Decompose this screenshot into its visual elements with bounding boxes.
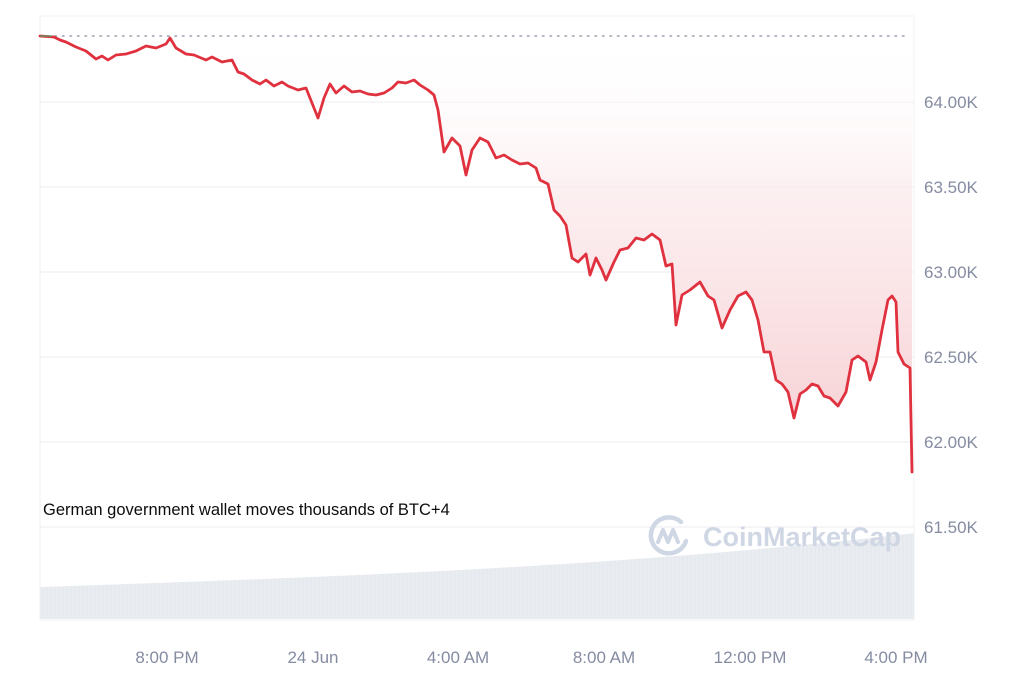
coinmarketcap-watermark: CoinMarketCap: [648, 515, 901, 556]
drawdown-shaded-area: [40, 36, 912, 472]
news-annotation[interactable]: German government wallet moves thousands…: [43, 501, 450, 519]
x-tick-label: 8:00 AM: [573, 648, 635, 667]
x-axis: 8:00 PM 24 Jun 4:00 AM 8:00 AM 12:00 PM 4:00 …: [135, 648, 927, 667]
volume-area: [40, 533, 914, 619]
watermark-text: CoinMarketCap: [703, 522, 901, 552]
x-tick-label: 12:00 PM: [714, 648, 787, 667]
y-axis: 64.00K 63.50K 63.00K 62.50K 62.00K 61.50K: [924, 93, 979, 537]
x-tick-label: 24 Jun: [287, 648, 338, 667]
y-tick-label: 64.00K: [924, 93, 979, 112]
y-tick-label: 61.50K: [924, 518, 979, 537]
y-tick-label: 63.00K: [924, 263, 979, 282]
x-tick-label: 4:00 AM: [427, 648, 489, 667]
y-tick-label: 62.00K: [924, 433, 979, 452]
y-tick-label: 63.50K: [924, 178, 979, 197]
coinmarketcap-logo-icon: [648, 515, 689, 556]
x-tick-label: 4:00 PM: [864, 648, 927, 667]
price-line[interactable]: [38, 34, 914, 474]
y-tick-label: 62.50K: [924, 348, 979, 367]
x-tick-label: 8:00 PM: [135, 648, 198, 667]
